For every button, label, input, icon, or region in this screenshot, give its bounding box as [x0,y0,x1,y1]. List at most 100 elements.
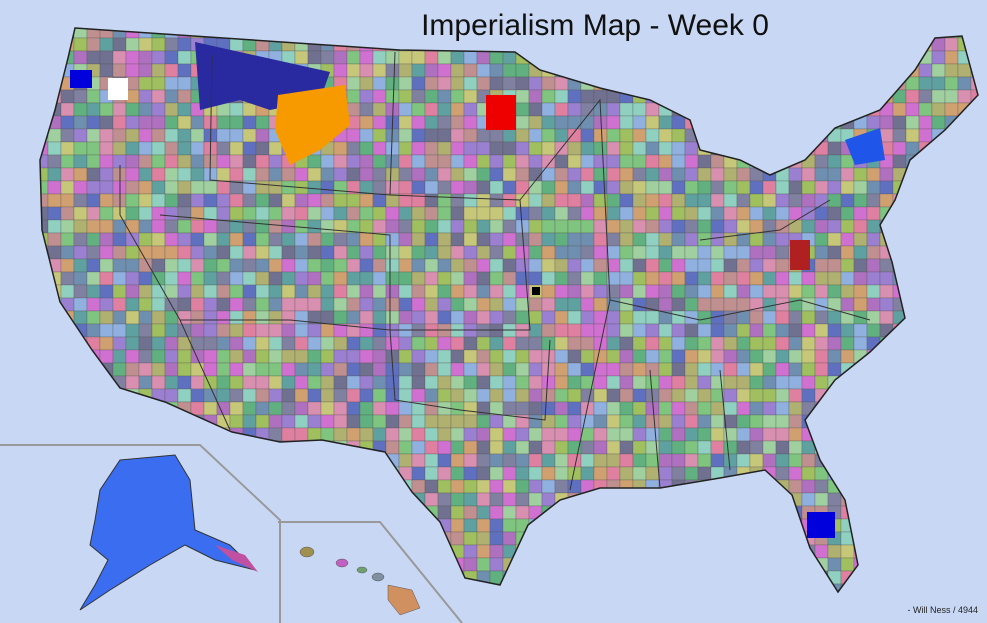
county-cell [164,50,179,65]
county-cell [242,401,257,416]
county-cell [125,284,140,299]
county-cell [372,245,387,260]
county-cell [190,297,205,312]
county-cell [411,310,426,325]
county-cell [463,466,478,481]
county-cell [320,271,335,286]
county-cell [788,466,803,481]
county-cell [73,310,88,325]
county-cell [190,375,205,390]
county-cell [580,115,595,130]
county-cell [424,362,439,377]
county-cell [190,284,205,299]
county-cell [801,492,816,507]
county-cell [437,50,452,65]
county-cell [489,180,504,195]
county-cell [645,102,660,117]
county-cell [515,245,530,260]
county-cell [723,440,738,455]
county-cell [398,401,413,416]
county-cell [515,115,530,130]
county-cell [177,76,192,91]
county-cell [567,245,582,260]
county-cell [320,167,335,182]
county-cell [853,323,868,338]
county-cell [736,245,751,260]
county-cell [892,128,907,143]
county-cell [593,427,608,442]
county-cell [879,193,894,208]
county-cell [73,37,88,52]
county-cell [931,50,946,65]
county-cell [268,375,283,390]
county-cell [593,349,608,364]
county-cell [515,388,530,403]
county-cell [528,401,543,416]
county-cell [567,284,582,299]
county-cell [255,258,270,273]
county-cell [372,219,387,234]
county-cell [736,167,751,182]
county-cell [333,349,348,364]
county-cell [931,76,946,91]
county-cell [502,310,517,325]
county-cell [151,193,166,208]
county-cell [320,414,335,429]
county-cell [151,128,166,143]
county-cell [138,206,153,221]
county-cell [866,206,881,221]
county-cell [567,271,582,286]
region-black [532,287,540,295]
county-cell [450,336,465,351]
county-cell [827,245,842,260]
county-cell [736,349,751,364]
county-cell [541,154,556,169]
county-cell [450,505,465,520]
county-cell [424,453,439,468]
county-cell [385,258,400,273]
county-cell [125,115,140,130]
county-cell [177,219,192,234]
county-cell [125,362,140,377]
county-cell [580,336,595,351]
county-cell [619,115,634,130]
county-cell [580,414,595,429]
county-cell [671,349,686,364]
county-cell [697,284,712,299]
county-cell [216,232,231,247]
county-cell [450,427,465,442]
county-cell [151,50,166,65]
county-cell [372,115,387,130]
county-cell [515,375,530,390]
county-cell [424,479,439,494]
county-cell [437,479,452,494]
county-cell [684,323,699,338]
county-cell [177,50,192,65]
county-cell [632,414,647,429]
county-cell [359,50,374,65]
county-cell [268,284,283,299]
county-cell [840,310,855,325]
county-cell [710,271,725,286]
county-cell [346,50,361,65]
county-cell [658,258,673,273]
county-cell [463,141,478,156]
county-cell [658,167,673,182]
county-cell [762,271,777,286]
county-cell [424,375,439,390]
county-cell [580,271,595,286]
county-cell [866,232,881,247]
county-cell [853,167,868,182]
county-cell [437,206,452,221]
county-cell [411,180,426,195]
county-cell [281,258,296,273]
county-cell [229,193,244,208]
county-cell [567,336,582,351]
county-cell [489,531,504,546]
county-cell [762,258,777,273]
county-cell [502,466,517,481]
county-cell [229,128,244,143]
county-cell [359,310,374,325]
county-cell [242,297,257,312]
county-cell [437,102,452,117]
